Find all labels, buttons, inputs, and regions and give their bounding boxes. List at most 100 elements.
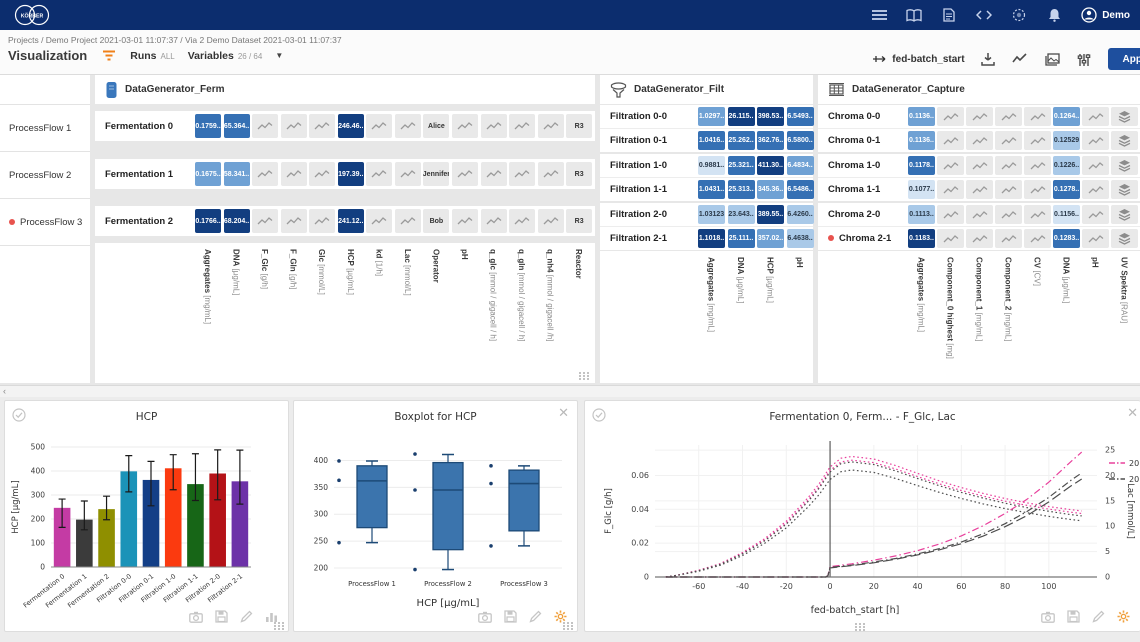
cell-value[interactable]: 411.30.. (757, 156, 784, 175)
gear-icon[interactable] (1117, 610, 1130, 623)
breadcrumb[interactable]: Projects / Demo Project 2021-03-01 11:07… (8, 35, 342, 45)
cell-sparkline[interactable] (1082, 156, 1109, 175)
cell-sparkline[interactable] (937, 229, 964, 248)
cell-sparkline[interactable] (995, 180, 1022, 199)
cell-sparkline[interactable] (937, 180, 964, 199)
cell-value[interactable]: 0.1283.. (1053, 229, 1080, 248)
cell-sparkline[interactable] (937, 156, 964, 175)
network-sphere-icon[interactable] (1011, 7, 1027, 23)
user-menu[interactable]: Demo (1081, 7, 1130, 23)
camera-icon[interactable] (478, 611, 492, 623)
run-label[interactable]: Filtration 2-0 (610, 208, 668, 220)
processflow-item[interactable]: ProcessFlow 1 (0, 104, 90, 151)
cell-sparkline[interactable] (966, 131, 993, 150)
run-label[interactable]: Fermentation 2 (105, 215, 174, 227)
layers-icon[interactable] (1111, 180, 1138, 199)
cell-sparkline[interactable] (509, 162, 536, 186)
sliders-icon[interactable] (1076, 52, 1093, 67)
column-label[interactable]: Component_1 [mg/mL] (974, 257, 984, 342)
bar-chart-icon[interactable] (265, 611, 278, 623)
manual-book-icon[interactable] (906, 7, 922, 23)
cell-value[interactable]: 0.1136.. (908, 107, 935, 126)
column-label[interactable]: HCP [µg/mL] (345, 249, 355, 295)
xaxis-variable-chip[interactable]: fed-batch_start (872, 53, 965, 65)
cell-value[interactable]: 0.1278.. (1053, 180, 1080, 199)
cell-text[interactable]: R3 (566, 162, 593, 186)
cell-value[interactable]: 0.1178.. (908, 156, 935, 175)
cell-value[interactable]: 0.1759.. (195, 114, 221, 138)
section-header[interactable]: DataGenerator_Filt (600, 75, 813, 104)
cell-sparkline[interactable] (966, 107, 993, 126)
cell-sparkline[interactable] (252, 162, 279, 186)
cell-value[interactable]: 0.1675.. (195, 162, 221, 186)
cell-sparkline[interactable] (394, 209, 421, 233)
code-icon[interactable] (976, 7, 993, 23)
cell-value[interactable]: 246.46.. (337, 114, 364, 138)
cell-text[interactable]: Jennifer (423, 162, 450, 186)
cell-value[interactable]: 0.1226.. (1053, 156, 1080, 175)
cell-value[interactable]: 0.1077.. (908, 180, 935, 199)
cell-value[interactable]: 25.313.. (727, 180, 755, 199)
cell-value[interactable]: 26.115.. (727, 107, 755, 126)
column-label[interactable]: q_glc [mmol / gigacell / h] (488, 249, 498, 342)
cell-sparkline[interactable] (480, 209, 507, 233)
cell-sparkline[interactable] (509, 114, 536, 138)
cell-sparkline[interactable] (451, 209, 478, 233)
edit-icon[interactable] (529, 610, 542, 623)
cell-text[interactable]: R3 (566, 114, 593, 138)
cell-value[interactable]: 58.341.. (223, 162, 250, 186)
cell-value[interactable]: 6.5800.. (786, 131, 814, 150)
resize-grip[interactable] (274, 625, 284, 627)
run-label[interactable]: Chroma 0-0 (828, 110, 881, 122)
run-label[interactable]: Fermentation 0 (105, 120, 174, 132)
cell-sparkline[interactable] (995, 131, 1022, 150)
cell-sparkline[interactable] (966, 205, 993, 224)
column-label[interactable]: DNA [µg/mL] (736, 257, 745, 304)
cell-value[interactable]: 1.0431.. (698, 180, 725, 199)
variables-selector[interactable]: Variables 26 / 64 (187, 49, 263, 62)
column-label[interactable]: Reactor (574, 249, 584, 279)
cell-sparkline[interactable] (966, 229, 993, 248)
save-icon[interactable] (504, 610, 517, 623)
column-label[interactable]: HCP [µg/mL] (765, 257, 775, 303)
cell-value[interactable]: 1.1018.. (698, 229, 725, 248)
processflow-item[interactable]: ProcessFlow 2 (0, 151, 90, 198)
cell-sparkline[interactable] (280, 209, 307, 233)
run-label[interactable]: Filtration 0-1 (610, 134, 668, 146)
cell-sparkline[interactable] (1024, 205, 1051, 224)
fglc-lac-line-chart[interactable]: -60 -40 -20 0 20 40 60 80 100 0 5 10 15 20 25 0 0.02 0.04… (585, 401, 1140, 632)
section-header[interactable]: DataGenerator_Ferm (95, 75, 595, 104)
cell-text[interactable]: Bob (423, 209, 450, 233)
layers-icon[interactable] (1111, 107, 1138, 126)
column-label[interactable]: Glc [mmol/L] (317, 249, 327, 295)
section-header[interactable]: DataGenerator_Capture (818, 75, 1140, 104)
trend-line-icon[interactable] (1012, 52, 1029, 67)
runs-selector[interactable]: Runs ALL (130, 49, 175, 62)
cell-sparkline[interactable] (509, 209, 536, 233)
horizontal-scrollbar[interactable]: ‹ (0, 385, 1140, 397)
cell-sparkline[interactable] (937, 107, 964, 126)
camera-icon[interactable] (1041, 611, 1055, 623)
cell-value[interactable]: 0.12529 (1053, 131, 1080, 150)
cell-sparkline[interactable] (309, 162, 336, 186)
cell-value[interactable]: 357.02.. (757, 229, 784, 248)
document-icon[interactable] (941, 7, 957, 23)
cell-sparkline[interactable] (280, 162, 307, 186)
cell-value[interactable]: 1.0297.. (698, 107, 725, 126)
cell-sparkline[interactable] (1082, 107, 1109, 126)
cell-sparkline[interactable] (451, 162, 478, 186)
layers-icon[interactable] (1111, 205, 1138, 224)
cell-sparkline[interactable] (394, 114, 421, 138)
cell-sparkline[interactable] (451, 114, 478, 138)
check-circle-icon[interactable] (12, 408, 26, 427)
run-label[interactable]: Chroma 2-0 (828, 208, 881, 220)
cell-value[interactable]: 0.1156.. (1053, 205, 1080, 224)
column-label[interactable]: kd [1/h] (374, 249, 384, 277)
cell-value[interactable]: 6.4260.. (786, 205, 814, 224)
cell-sparkline[interactable] (1024, 156, 1051, 175)
cell-sparkline[interactable] (366, 114, 393, 138)
cell-sparkline[interactable] (937, 205, 964, 224)
scroll-left-icon[interactable]: ‹ (3, 386, 6, 396)
cell-sparkline[interactable] (1024, 131, 1051, 150)
cell-value[interactable]: 362.76.. (757, 131, 784, 150)
